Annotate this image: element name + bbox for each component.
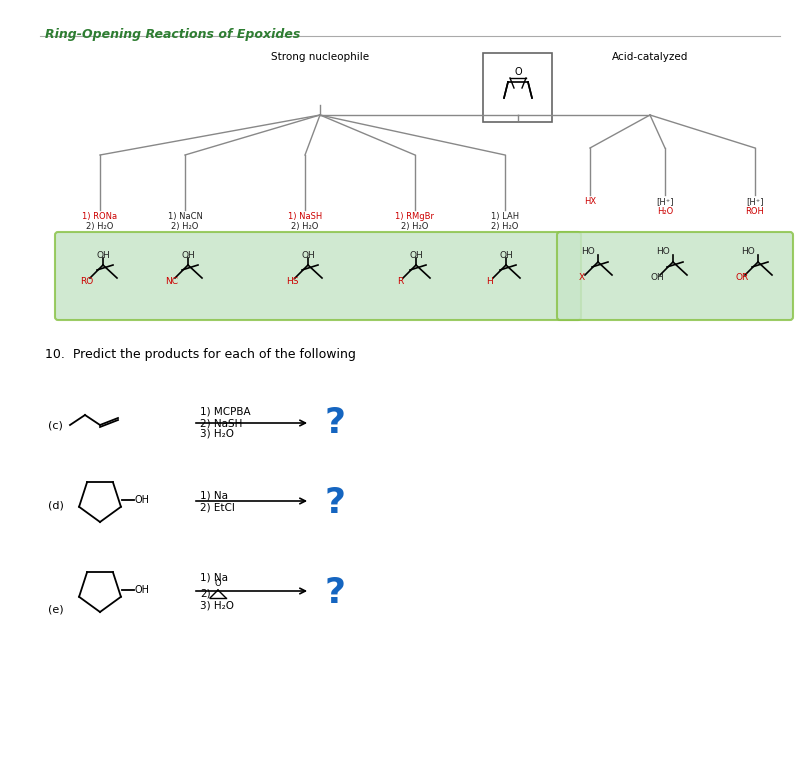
Text: (e): (e) bbox=[48, 605, 63, 615]
Text: 2) H₂O: 2) H₂O bbox=[491, 222, 518, 231]
Text: 2) H₂O: 2) H₂O bbox=[171, 222, 199, 231]
FancyBboxPatch shape bbox=[483, 53, 551, 122]
Text: 10.  Predict the products for each of the following: 10. Predict the products for each of the… bbox=[45, 348, 355, 361]
Text: O: O bbox=[513, 67, 521, 77]
Text: [H⁺]: [H⁺] bbox=[655, 197, 673, 206]
Text: HS: HS bbox=[285, 276, 298, 285]
FancyBboxPatch shape bbox=[55, 232, 581, 320]
Text: (c): (c) bbox=[48, 420, 62, 430]
Text: 1) RONa: 1) RONa bbox=[83, 212, 118, 221]
Text: HX: HX bbox=[583, 197, 595, 206]
Text: 1) RMgBr: 1) RMgBr bbox=[395, 212, 434, 221]
Text: OH: OH bbox=[301, 250, 315, 260]
Text: ?: ? bbox=[324, 576, 345, 610]
Text: OH: OH bbox=[135, 495, 150, 505]
Text: Strong nucleophile: Strong nucleophile bbox=[271, 52, 369, 62]
Text: ROH: ROH bbox=[744, 207, 763, 216]
Text: 3) H₂O: 3) H₂O bbox=[200, 429, 234, 439]
Text: 2) H₂O: 2) H₂O bbox=[291, 222, 318, 231]
Text: 2) EtCl: 2) EtCl bbox=[200, 502, 234, 512]
Text: OR: OR bbox=[735, 274, 748, 282]
Text: 2): 2) bbox=[200, 588, 210, 598]
Text: HO: HO bbox=[740, 247, 754, 257]
Text: HO: HO bbox=[581, 247, 594, 257]
Text: 1) Na: 1) Na bbox=[200, 490, 228, 500]
Text: 1) Na: 1) Na bbox=[200, 573, 228, 583]
Text: OH: OH bbox=[409, 250, 423, 260]
Text: Ring-Opening Reactions of Epoxides: Ring-Opening Reactions of Epoxides bbox=[45, 28, 300, 41]
Text: 2) H₂O: 2) H₂O bbox=[401, 222, 428, 231]
Text: X: X bbox=[578, 274, 585, 282]
Text: 1) LAH: 1) LAH bbox=[491, 212, 518, 221]
Text: OH: OH bbox=[135, 585, 150, 595]
Text: H₂O: H₂O bbox=[656, 207, 672, 216]
FancyBboxPatch shape bbox=[556, 232, 792, 320]
Text: [H⁺]: [H⁺] bbox=[745, 197, 763, 206]
Text: 3) H₂O: 3) H₂O bbox=[200, 600, 234, 610]
Text: OH: OH bbox=[650, 274, 663, 282]
Text: OH: OH bbox=[499, 250, 513, 260]
Text: NC: NC bbox=[165, 276, 178, 285]
Text: 1) NaCN: 1) NaCN bbox=[167, 212, 202, 221]
Text: (d): (d) bbox=[48, 500, 64, 510]
Text: Acid-catalyzed: Acid-catalyzed bbox=[611, 52, 688, 62]
Text: R: R bbox=[397, 276, 402, 285]
Text: 1) NaSH: 1) NaSH bbox=[288, 212, 322, 221]
Text: 1) MCPBA: 1) MCPBA bbox=[200, 407, 251, 417]
Text: ?: ? bbox=[324, 486, 345, 520]
Text: ?: ? bbox=[324, 406, 345, 440]
Text: O: O bbox=[214, 579, 221, 587]
Text: 2) NaSH: 2) NaSH bbox=[200, 418, 242, 428]
Text: H: H bbox=[486, 276, 493, 285]
Text: OH: OH bbox=[96, 250, 109, 260]
Text: OH: OH bbox=[181, 250, 195, 260]
Text: 2) H₂O: 2) H₂O bbox=[86, 222, 114, 231]
Text: HO: HO bbox=[655, 247, 669, 257]
Text: RO: RO bbox=[80, 276, 93, 285]
